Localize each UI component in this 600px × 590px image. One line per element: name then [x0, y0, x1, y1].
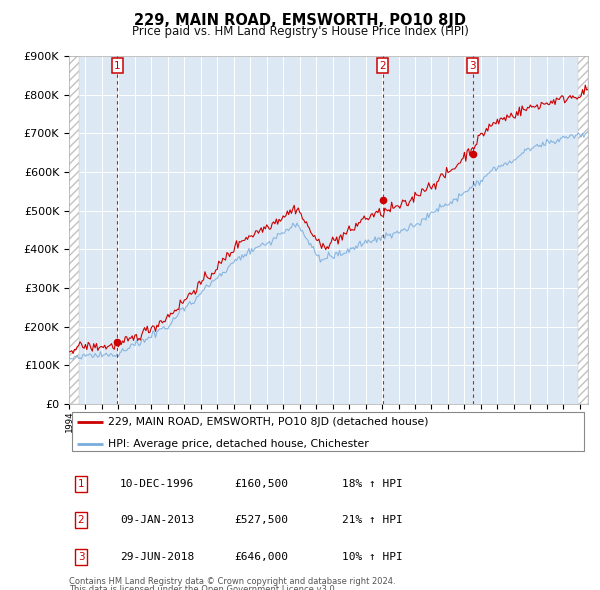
Bar: [69, 56, 79, 404]
Text: Price paid vs. HM Land Registry's House Price Index (HPI): Price paid vs. HM Land Registry's House …: [131, 25, 469, 38]
Bar: [578, 56, 588, 404]
Text: 29-JUN-2018: 29-JUN-2018: [120, 552, 194, 562]
Text: 09-JAN-2013: 09-JAN-2013: [120, 516, 194, 525]
Text: 10% ↑ HPI: 10% ↑ HPI: [342, 552, 403, 562]
Text: This data is licensed under the Open Government Licence v3.0.: This data is licensed under the Open Gov…: [69, 585, 337, 590]
Text: 21% ↑ HPI: 21% ↑ HPI: [342, 516, 403, 525]
Text: 18% ↑ HPI: 18% ↑ HPI: [342, 479, 403, 489]
Text: 2: 2: [379, 61, 386, 71]
Text: 3: 3: [77, 552, 85, 562]
Text: £160,500: £160,500: [234, 479, 288, 489]
Text: 1: 1: [114, 61, 121, 71]
Text: £646,000: £646,000: [234, 552, 288, 562]
Text: 229, MAIN ROAD, EMSWORTH, PO10 8JD (detached house): 229, MAIN ROAD, EMSWORTH, PO10 8JD (deta…: [108, 417, 428, 427]
Text: 229, MAIN ROAD, EMSWORTH, PO10 8JD: 229, MAIN ROAD, EMSWORTH, PO10 8JD: [134, 13, 466, 28]
Text: 2: 2: [77, 516, 85, 525]
Text: 10-DEC-1996: 10-DEC-1996: [120, 479, 194, 489]
Text: Contains HM Land Registry data © Crown copyright and database right 2024.: Contains HM Land Registry data © Crown c…: [69, 577, 395, 586]
FancyBboxPatch shape: [71, 412, 584, 451]
Text: £527,500: £527,500: [234, 516, 288, 525]
Text: HPI: Average price, detached house, Chichester: HPI: Average price, detached house, Chic…: [108, 438, 368, 448]
Text: 1: 1: [77, 479, 85, 489]
Text: 3: 3: [469, 61, 476, 71]
Bar: [578, 56, 588, 404]
Bar: [69, 56, 79, 404]
